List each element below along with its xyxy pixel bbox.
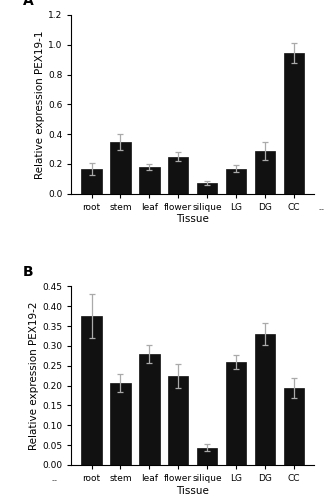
X-axis label: Tissue: Tissue: [176, 214, 209, 224]
Y-axis label: Relative expression PEX19-2: Relative expression PEX19-2: [29, 302, 39, 450]
Text: --: --: [318, 204, 324, 214]
Text: --: --: [52, 476, 58, 485]
Bar: [139, 354, 159, 465]
Bar: [168, 156, 189, 194]
Bar: [197, 448, 217, 465]
Bar: [197, 183, 217, 194]
Y-axis label: Relative expression PEX19-1: Relative expression PEX19-1: [35, 30, 45, 178]
Bar: [284, 388, 304, 465]
Text: B: B: [23, 266, 33, 280]
X-axis label: Tissue: Tissue: [176, 486, 209, 496]
Bar: [168, 376, 189, 465]
Bar: [110, 142, 131, 194]
Bar: [255, 334, 275, 465]
Bar: [81, 169, 102, 194]
Bar: [226, 168, 246, 194]
Bar: [284, 53, 304, 194]
Bar: [81, 316, 102, 465]
Text: A: A: [23, 0, 33, 8]
Bar: [110, 383, 131, 465]
Bar: [255, 150, 275, 194]
Bar: [139, 167, 159, 194]
Bar: [226, 362, 246, 465]
